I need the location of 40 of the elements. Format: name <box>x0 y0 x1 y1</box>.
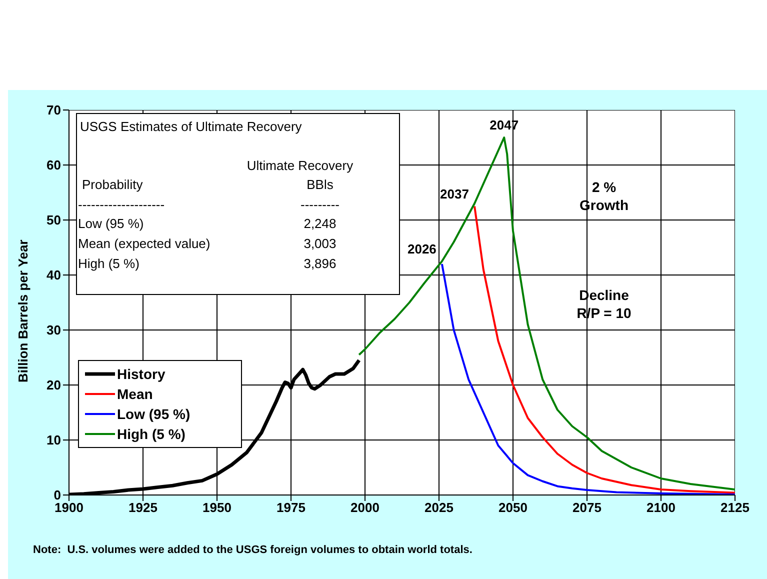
annotation: 3,003 <box>302 235 338 253</box>
y-tick-label: 60 <box>46 158 61 173</box>
y-tick-label: 10 <box>46 432 61 448</box>
annotation: 2,248 <box>302 215 338 233</box>
annotation: -------------------- <box>78 196 165 214</box>
y-tick-label: 50 <box>46 212 61 228</box>
x-tick-label: 1925 <box>128 500 158 516</box>
line-series <box>358 136 735 490</box>
annotation: High (5 %) <box>78 255 140 273</box>
y-tick-label: 20 <box>46 378 61 393</box>
x-tick-label: 2000 <box>350 500 380 516</box>
annotation: USGS Estimates of Ultimate Recovery <box>80 118 302 136</box>
y-axis-title: Billion Barrels per Year <box>16 240 31 382</box>
text: Note: U.S. volumes were added to the USGS foreign volumes to obtain world totals. <box>33 543 472 558</box>
y-tick-label: 40 <box>46 268 61 283</box>
legend-label: Mean <box>117 385 153 404</box>
legend-label: High (5 %) <box>117 425 186 444</box>
x-tick-label: 2025 <box>424 500 454 516</box>
y-tick-label: 70 <box>46 102 61 118</box>
x-tick-label: 1975 <box>276 500 306 516</box>
x-tick-label: 2100 <box>646 500 676 516</box>
annotation: 2037 <box>440 186 469 202</box>
annotation: BBls <box>306 176 334 194</box>
annotation: --------- <box>300 196 340 214</box>
y-tick-label: 0 <box>54 488 61 503</box>
x-tick-label: 1900 <box>54 500 84 516</box>
annotation: Ultimate Recovery <box>246 157 354 175</box>
x-tick-label: 2050 <box>498 500 528 516</box>
annotation: Mean (expected value) <box>78 235 210 253</box>
legend-label: History <box>117 365 166 384</box>
y-tick-label: 30 <box>46 322 61 338</box>
annotation: Low (95 %) <box>78 215 144 233</box>
x-tick-label: 2125 <box>720 500 750 516</box>
annotation: 2026 <box>408 241 436 256</box>
line-series <box>440 263 735 495</box>
x-tick-label: 2075 <box>572 500 602 516</box>
annotation: 3,896 <box>302 255 338 273</box>
legend-label: Low (95 %) <box>117 405 190 424</box>
x-tick-label: 1950 <box>202 500 232 516</box>
annotation: Probability <box>82 176 143 194</box>
